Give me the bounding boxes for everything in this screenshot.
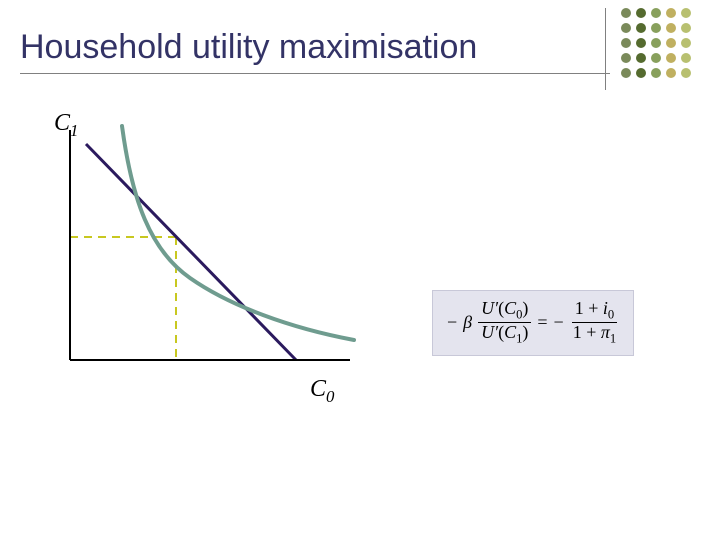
utility-chart: C1 C0 [60,120,360,400]
slide-title: Household utility maximisation [20,28,610,67]
mrs-equation: − β U′(C0) U′(C1) = − 1 + i0 1 + π1 [432,290,634,356]
eq-rhs-i-sub: 0 [608,308,614,322]
eq-beta: β [463,312,472,333]
eq-C1: C [504,322,516,342]
eq-rhs-bot-a: 1 + [573,322,601,342]
chart-svg [60,120,360,400]
eq-C0-sub: 0 [516,308,522,322]
eq-rhs-pi-sub: 1 [610,332,616,346]
eq-rhs-top-a: 1 + [575,298,603,318]
x-axis-label-main: C [310,376,326,402]
eq-minus-1: − [447,312,457,333]
eq-C0: C [504,298,516,318]
eq-lhs-bot: U′(C1) [478,323,531,346]
eq-minus-2: − [554,312,564,333]
x-axis-label: C0 [310,376,334,407]
eq-rhs-pi: π [601,322,610,342]
decor-dots [621,8,706,93]
equation-row: − β U′(C0) U′(C1) = − 1 + i0 1 + π1 [447,299,619,347]
y-axis-label: C1 [54,110,78,141]
eq-C1-sub: 1 [516,332,522,346]
eq-rhs-frac: 1 + i0 1 + π1 [570,299,619,347]
eq-U-bot: U′ [481,322,498,342]
y-axis-label-main: C [54,110,70,136]
eq-U-top: U′ [481,298,498,318]
title-container: Household utility maximisation [20,28,610,74]
eq-lhs-frac: U′(C0) U′(C1) [478,299,531,347]
eq-rhs-top: 1 + i0 [572,299,617,323]
x-axis-label-sub: 0 [326,387,334,406]
y-axis-label-sub: 1 [70,121,78,140]
eq-rhs-bot: 1 + π1 [570,323,619,346]
eq-equals: = [537,312,547,333]
eq-lhs-top: U′(C0) [478,299,531,323]
